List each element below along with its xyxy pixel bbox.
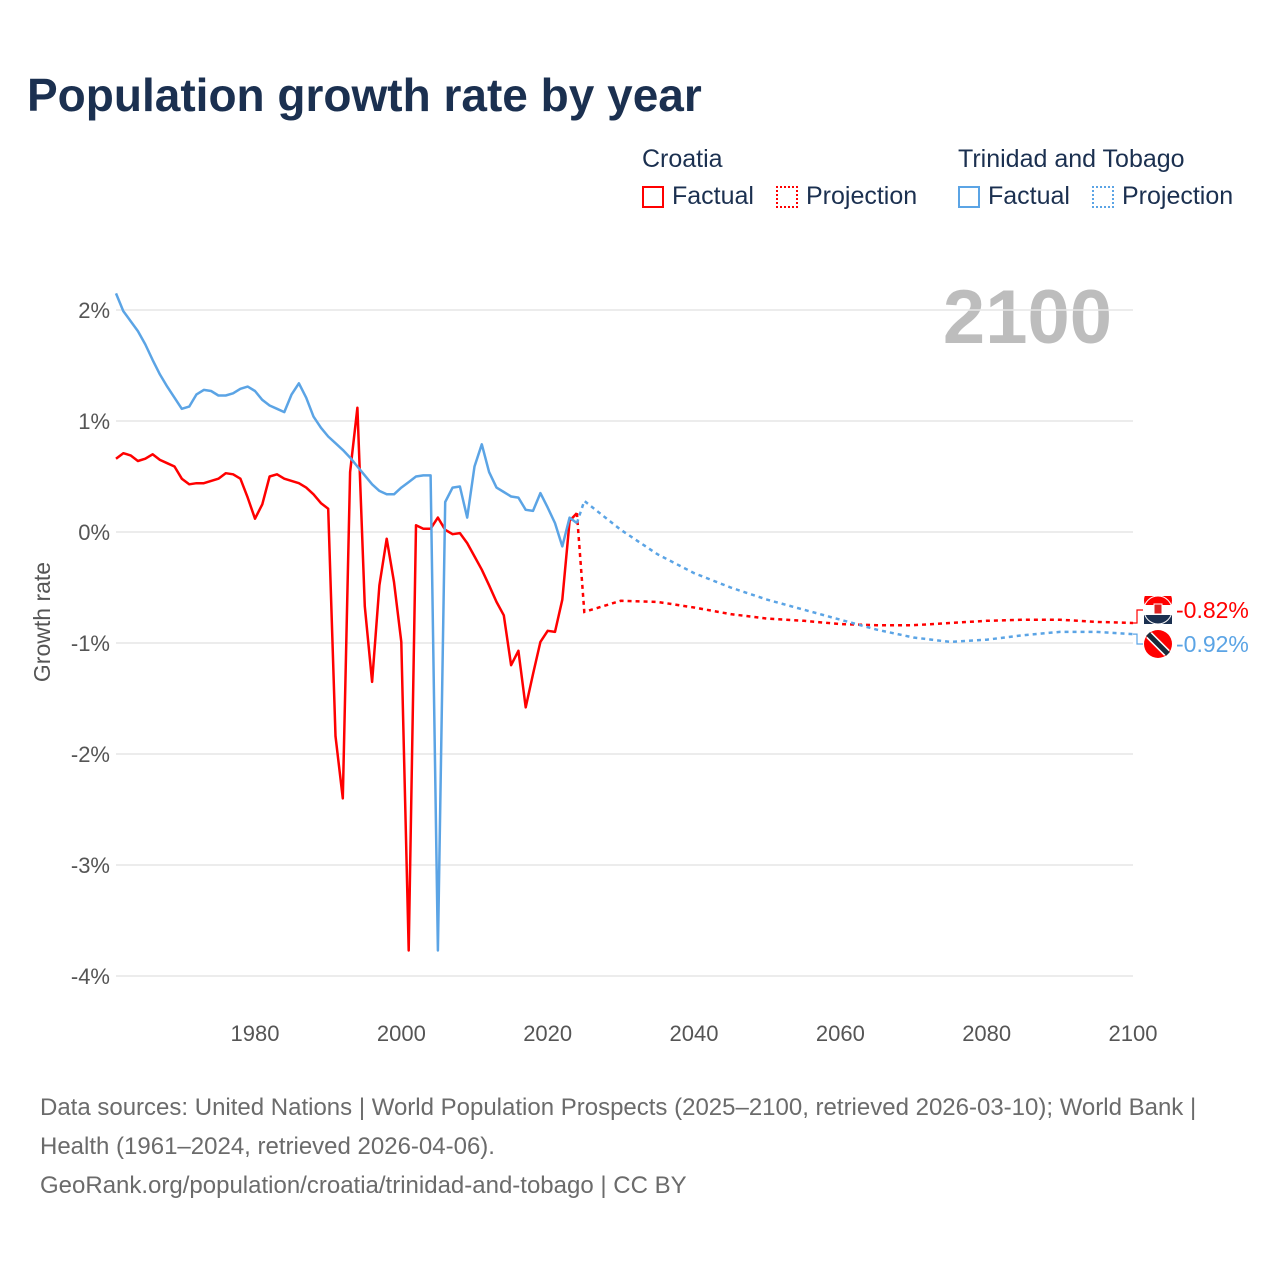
legend-croatia-projection[interactable]: Projection: [775, 182, 918, 211]
x-tick-label: 2060: [816, 1021, 865, 1046]
legend-croatia: Croatia Factual Projection: [642, 145, 933, 211]
legend-croatia-factual[interactable]: Factual: [642, 182, 754, 211]
y-tick-label: -2%: [71, 742, 110, 767]
croatia-flag-red: [1144, 596, 1172, 605]
croatia-flag-edge: [1143, 595, 1173, 625]
factual-swatch: [642, 185, 664, 208]
y-tick-label: -4%: [71, 964, 110, 989]
y-tick-label: 1%: [78, 409, 110, 434]
year-watermark: 2100: [943, 275, 1112, 360]
legend-label: Projection: [805, 182, 918, 210]
x-tick-label: 2100: [1109, 1021, 1158, 1046]
croatia-factual-line: [115, 406, 578, 952]
legend-label: Factual: [672, 182, 754, 210]
trinidad-end-label: -0.92%: [1176, 631, 1249, 657]
source-link[interactable]: GeoRank.org/population/croatia/trinidad-…: [40, 1172, 687, 1199]
trinidad-flag-black-band: [1146, 632, 1170, 656]
croatia-flag-shield: [1153, 603, 1163, 615]
croatia-flag-blue: [1144, 615, 1172, 624]
y-tick-label: 0%: [78, 520, 110, 545]
x-tick-label: 1980: [231, 1021, 280, 1046]
legend-country-label: Trinidad and Tobago: [958, 145, 1185, 173]
projection-swatch: [775, 185, 798, 208]
trinidad-projection-line: [575, 498, 1134, 644]
legend-country-label: Croatia: [642, 145, 723, 173]
trinidad-factual-line: [114, 292, 578, 952]
footer: Data sources: United Nations | World Pop…: [40, 1088, 1240, 1205]
legend-trinidad-factual[interactable]: Factual: [958, 182, 1070, 211]
y-tick-label: -1%: [71, 631, 110, 656]
data-sources: Data sources: United Nations | World Pop…: [40, 1094, 1197, 1160]
x-tick-label: 2040: [670, 1021, 719, 1046]
y-axis-label: Growth rate: [29, 562, 55, 682]
croatia-label-connector: [1133, 609, 1143, 624]
legend-label: Factual: [988, 182, 1070, 210]
croatia-projection-line: [575, 513, 1134, 627]
legend-trinidad-projection[interactable]: Projection: [1091, 182, 1234, 211]
y-tick-label: 2%: [78, 298, 110, 323]
x-tick-label: 2080: [962, 1021, 1011, 1046]
legend-trinidad: Trinidad and Tobago Factual Projection: [958, 145, 1249, 211]
x-tick-label: 2020: [523, 1021, 572, 1046]
croatia-end-label: -0.82%: [1176, 597, 1249, 623]
legend-label: Projection: [1121, 182, 1234, 210]
y-tick-label: -3%: [71, 853, 110, 878]
chart-title: Population growth rate by year: [27, 69, 702, 121]
x-tick-label: 2000: [377, 1021, 426, 1046]
factual-swatch: [958, 185, 980, 208]
projection-swatch: [1091, 185, 1114, 208]
trinidad-label-connector: [1133, 633, 1143, 645]
